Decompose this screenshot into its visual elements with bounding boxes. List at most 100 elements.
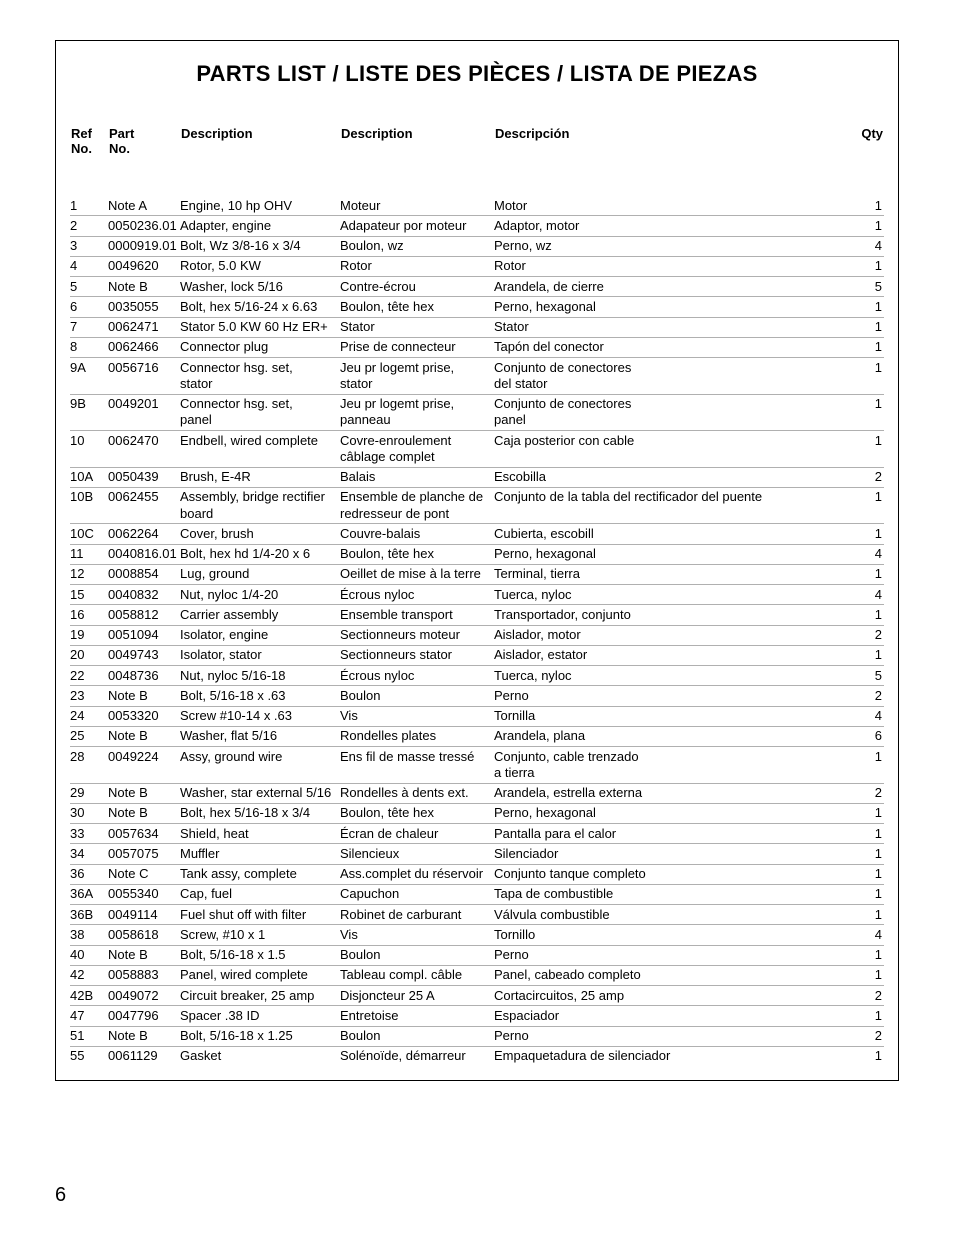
- table-row: 30000919.01Bolt, Wz 3/8-16 x 3/4Boulon, …: [70, 236, 884, 256]
- table-row: 25Note BWasher, flat 5/16Rondelles plate…: [70, 726, 884, 746]
- cell-d1: Washer, star external 5/16: [180, 783, 340, 803]
- cell-ref: 28: [70, 747, 108, 784]
- cell-qty: 1: [854, 747, 884, 784]
- cell-d1: Fuel shut off with filter: [180, 905, 340, 925]
- cell-d1: Connector hsg. set, panel: [180, 394, 340, 431]
- cell-part: 0049201: [108, 394, 180, 431]
- cell-d1: Bolt, 5/16-18 x 1.5: [180, 945, 340, 965]
- cell-d2: Robinet de carburant: [340, 905, 494, 925]
- cell-d2: Boulon, tête hex: [340, 803, 494, 823]
- cell-d2: Couvre-balais: [340, 524, 494, 544]
- cell-qty: 4: [854, 236, 884, 256]
- cell-d3: Tuerca, nyloc: [494, 585, 854, 605]
- table-row: 470047796Spacer .38 IDEntretoiseEspaciad…: [70, 1006, 884, 1026]
- cell-d3: Tapón del conector: [494, 337, 854, 357]
- cell-d3: Perno: [494, 686, 854, 706]
- cell-qty: 1: [854, 905, 884, 925]
- cell-d2: Jeu pr logemt prise, stator: [340, 358, 494, 395]
- cell-ref: 10B: [70, 487, 108, 524]
- cell-qty: 2: [854, 467, 884, 487]
- cell-qty: 4: [854, 925, 884, 945]
- cell-d2: Boulon: [340, 1026, 494, 1046]
- cell-part: 0049224: [108, 747, 180, 784]
- cell-d3: Tornillo: [494, 925, 854, 945]
- cell-d1: Screw #10-14 x .63: [180, 706, 340, 726]
- cell-d1: Washer, flat 5/16: [180, 726, 340, 746]
- table-row: 280049224Assy, ground wireEns fil de mas…: [70, 747, 884, 784]
- cell-d3: Conjunto, cable trenzado a tierra: [494, 747, 854, 784]
- cell-ref: 3: [70, 236, 108, 256]
- cell-part: 0008854: [108, 564, 180, 584]
- page-number: 6: [55, 1184, 66, 1207]
- cell-qty: 1: [854, 945, 884, 965]
- cell-ref: 1: [70, 196, 108, 216]
- table-row: 36A0055340Cap, fuelCapuchonTapa de combu…: [70, 884, 884, 904]
- cell-d3: Perno, hexagonal: [494, 544, 854, 564]
- cell-d2: Disjoncteur 25 A: [340, 986, 494, 1006]
- cell-part: Note B: [108, 803, 180, 823]
- cell-qty: 1: [854, 431, 884, 468]
- cell-ref: 23: [70, 686, 108, 706]
- cell-d3: Perno: [494, 1026, 854, 1046]
- cell-ref: 6: [70, 297, 108, 317]
- cell-ref: 11: [70, 544, 108, 564]
- cell-part: 0049114: [108, 905, 180, 925]
- cell-d3: Empaquetadura de silenciador: [494, 1046, 854, 1066]
- cell-qty: 4: [854, 585, 884, 605]
- cell-ref: 9A: [70, 358, 108, 395]
- table-row: 340057075MufflerSilencieuxSilenciador1: [70, 844, 884, 864]
- cell-d2: Écrous nyloc: [340, 666, 494, 686]
- cell-d1: Panel, wired complete: [180, 965, 340, 985]
- cell-d2: Écran de chaleur: [340, 824, 494, 844]
- cell-ref: 22: [70, 666, 108, 686]
- cell-qty: 1: [854, 337, 884, 357]
- cell-qty: 4: [854, 544, 884, 564]
- parts-table: Ref No. Part No. Description Description…: [70, 125, 884, 1066]
- cell-d2: Rondelles plates: [340, 726, 494, 746]
- cell-ref: 42B: [70, 986, 108, 1006]
- cell-qty: 1: [854, 605, 884, 625]
- cell-ref: 40: [70, 945, 108, 965]
- table-row: 51Note BBolt, 5/16-18 x 1.25BoulonPerno2: [70, 1026, 884, 1046]
- cell-d1: Isolator, engine: [180, 625, 340, 645]
- cell-d3: Tornilla: [494, 706, 854, 726]
- cell-d2: Rotor: [340, 256, 494, 276]
- cell-d1: Engine, 10 hp OHV: [180, 196, 340, 216]
- cell-ref: 10C: [70, 524, 108, 544]
- cell-d3: Adaptor, motor: [494, 216, 854, 236]
- cell-qty: 1: [854, 864, 884, 884]
- cell-ref: 51: [70, 1026, 108, 1046]
- cell-d2: Boulon: [340, 686, 494, 706]
- cell-d2: Tableau compl. câble: [340, 965, 494, 985]
- cell-qty: 2: [854, 986, 884, 1006]
- table-row: 200049743Isolator, statorSectionneurs st…: [70, 645, 884, 665]
- cell-d1: Tank assy, complete: [180, 864, 340, 884]
- cell-d1: Brush, E-4R: [180, 467, 340, 487]
- cell-d3: Espaciador: [494, 1006, 854, 1026]
- cell-d3: Conjunto de la tabla del rectificador de…: [494, 487, 854, 524]
- col-qty: Qty: [854, 125, 884, 196]
- cell-d1: Bolt, 5/16-18 x .63: [180, 686, 340, 706]
- cell-part: Note A: [108, 196, 180, 216]
- cell-d2: Boulon, wz: [340, 236, 494, 256]
- table-row: 120008854Lug, groundOeillet de mise à la…: [70, 564, 884, 584]
- cell-ref: 42: [70, 965, 108, 985]
- cell-d1: Connector plug: [180, 337, 340, 357]
- table-row: 10A0050439Brush, E-4RBalaisEscobilla2: [70, 467, 884, 487]
- table-row: 100062470Endbell, wired completeCovre-en…: [70, 431, 884, 468]
- cell-ref: 36A: [70, 884, 108, 904]
- cell-ref: 16: [70, 605, 108, 625]
- table-row: 550061129GasketSolénoïde, démarreurEmpaq…: [70, 1046, 884, 1066]
- cell-d3: Caja posterior con cable: [494, 431, 854, 468]
- col-part: Part No.: [108, 125, 180, 196]
- cell-d3: Conjunto de conectores del stator: [494, 358, 854, 395]
- cell-part: 0058618: [108, 925, 180, 945]
- col-ref: Ref No.: [70, 125, 108, 196]
- table-row: 420058883Panel, wired completeTableau co…: [70, 965, 884, 985]
- table-row: 36B0049114Fuel shut off with filterRobin…: [70, 905, 884, 925]
- cell-part: 0058883: [108, 965, 180, 985]
- cell-part: 0040832: [108, 585, 180, 605]
- cell-d1: Rotor, 5.0 KW: [180, 256, 340, 276]
- table-row: 30Note BBolt, hex 5/16-18 x 3/4Boulon, t…: [70, 803, 884, 823]
- cell-d2: Ensemble de planche de redresseur de pon…: [340, 487, 494, 524]
